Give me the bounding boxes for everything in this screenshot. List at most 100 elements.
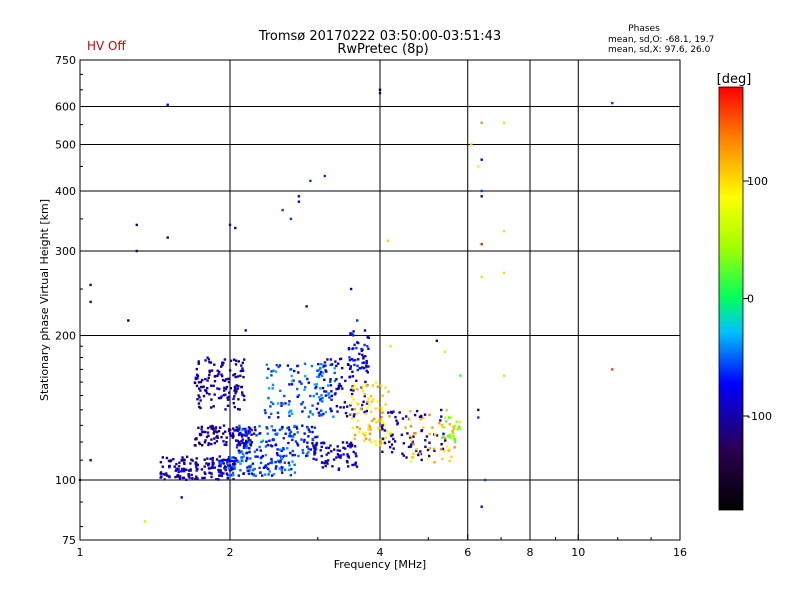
scatter-point bbox=[175, 467, 178, 470]
scatter-point bbox=[405, 415, 408, 418]
scatter-point bbox=[333, 379, 337, 383]
scatter-point bbox=[353, 433, 357, 437]
scatter-point bbox=[318, 396, 321, 399]
scatter-point bbox=[280, 402, 283, 405]
scatter-point bbox=[480, 243, 483, 246]
scatter-point bbox=[220, 395, 223, 398]
scatter-point bbox=[250, 433, 253, 436]
scatter-point bbox=[218, 455, 221, 458]
scatter-point bbox=[291, 454, 294, 457]
scatter-point bbox=[248, 469, 251, 472]
scatter-point bbox=[328, 396, 331, 399]
scatter-point bbox=[353, 384, 356, 387]
scatter-point bbox=[368, 425, 371, 428]
scatter-point bbox=[293, 369, 296, 373]
scatter-point bbox=[233, 385, 237, 388]
scatter-point bbox=[207, 462, 211, 465]
scatter-point bbox=[237, 398, 240, 401]
scatter-point bbox=[201, 430, 205, 434]
scatter-point bbox=[185, 478, 188, 481]
scatter-point bbox=[320, 454, 323, 458]
scatter-point bbox=[268, 416, 271, 419]
scatter-point bbox=[349, 287, 353, 291]
scatter-point bbox=[288, 414, 291, 417]
scatter-point bbox=[232, 460, 236, 463]
scatter-point bbox=[190, 473, 193, 477]
scatter-point bbox=[281, 208, 284, 212]
scatter-point bbox=[166, 103, 169, 106]
scatter-point bbox=[336, 453, 340, 456]
scatter-point bbox=[221, 378, 225, 382]
scatter-point bbox=[272, 438, 276, 442]
scatter-point bbox=[341, 441, 345, 444]
scatter-point bbox=[223, 443, 226, 446]
scatter-point bbox=[353, 363, 356, 367]
scatter-point bbox=[241, 428, 244, 432]
scatter-point bbox=[480, 275, 483, 279]
scatter-point bbox=[177, 468, 180, 471]
scatter-point bbox=[211, 426, 215, 429]
scatter-point bbox=[228, 429, 231, 433]
scatter-point bbox=[395, 419, 398, 422]
scatter-point bbox=[210, 406, 213, 409]
scatter-point bbox=[423, 413, 427, 416]
scatter-point bbox=[235, 459, 239, 462]
scatter-point bbox=[343, 401, 347, 404]
scatter-point bbox=[89, 283, 92, 287]
scatter-point bbox=[228, 432, 232, 435]
scatter-point bbox=[345, 459, 349, 463]
scatter-point bbox=[453, 446, 456, 449]
scatter-point bbox=[351, 408, 354, 411]
scatter-point bbox=[365, 361, 368, 365]
scatter-point bbox=[196, 463, 199, 467]
scatter-point bbox=[241, 369, 245, 372]
scatter-point bbox=[349, 365, 352, 368]
scatter-point bbox=[229, 464, 232, 467]
scatter-point bbox=[448, 423, 451, 426]
scatter-point bbox=[362, 400, 365, 403]
scatter-point bbox=[428, 441, 431, 444]
scatter-point bbox=[329, 384, 333, 387]
scatter-point bbox=[212, 462, 215, 466]
scatter-point bbox=[288, 400, 291, 403]
scatter-point bbox=[356, 419, 359, 422]
scatter-point bbox=[241, 391, 244, 394]
scatter-point bbox=[215, 440, 219, 443]
scatter-point bbox=[220, 472, 223, 475]
scatter-point bbox=[159, 472, 162, 476]
scatter-point bbox=[329, 363, 332, 367]
scatter-point bbox=[424, 445, 427, 448]
scatter-point bbox=[232, 463, 236, 466]
scatter-point bbox=[195, 475, 198, 478]
scatter-point bbox=[208, 370, 211, 374]
scatter-point bbox=[203, 471, 206, 474]
scatter-point bbox=[279, 389, 282, 392]
scatter-point bbox=[384, 436, 388, 439]
scatter-point bbox=[363, 410, 366, 414]
scatter-point bbox=[209, 467, 212, 470]
scatter-point bbox=[321, 400, 324, 403]
scatter-point bbox=[336, 410, 339, 413]
scatter-point bbox=[363, 343, 366, 347]
scatter-point bbox=[503, 271, 506, 275]
scatter-point bbox=[419, 450, 422, 453]
scatter-point bbox=[317, 368, 320, 372]
scatter-point bbox=[266, 376, 269, 380]
scatter-point bbox=[255, 448, 259, 451]
scatter-point bbox=[203, 465, 206, 468]
scatter-point bbox=[291, 435, 295, 438]
scatter-point bbox=[251, 462, 255, 465]
scatter-point bbox=[303, 406, 307, 409]
scatter-point bbox=[322, 441, 325, 444]
scatter-point bbox=[611, 101, 614, 105]
scatter-point bbox=[278, 364, 282, 367]
scatter-point bbox=[389, 431, 392, 434]
scatter-point bbox=[240, 435, 244, 438]
scatter-point bbox=[428, 413, 431, 417]
scatter-point bbox=[306, 426, 309, 429]
scatter-point bbox=[194, 478, 197, 481]
scatter-point bbox=[169, 459, 173, 462]
scatter-point bbox=[174, 469, 177, 472]
scatter-point bbox=[277, 416, 280, 419]
scatter-point bbox=[239, 443, 242, 446]
